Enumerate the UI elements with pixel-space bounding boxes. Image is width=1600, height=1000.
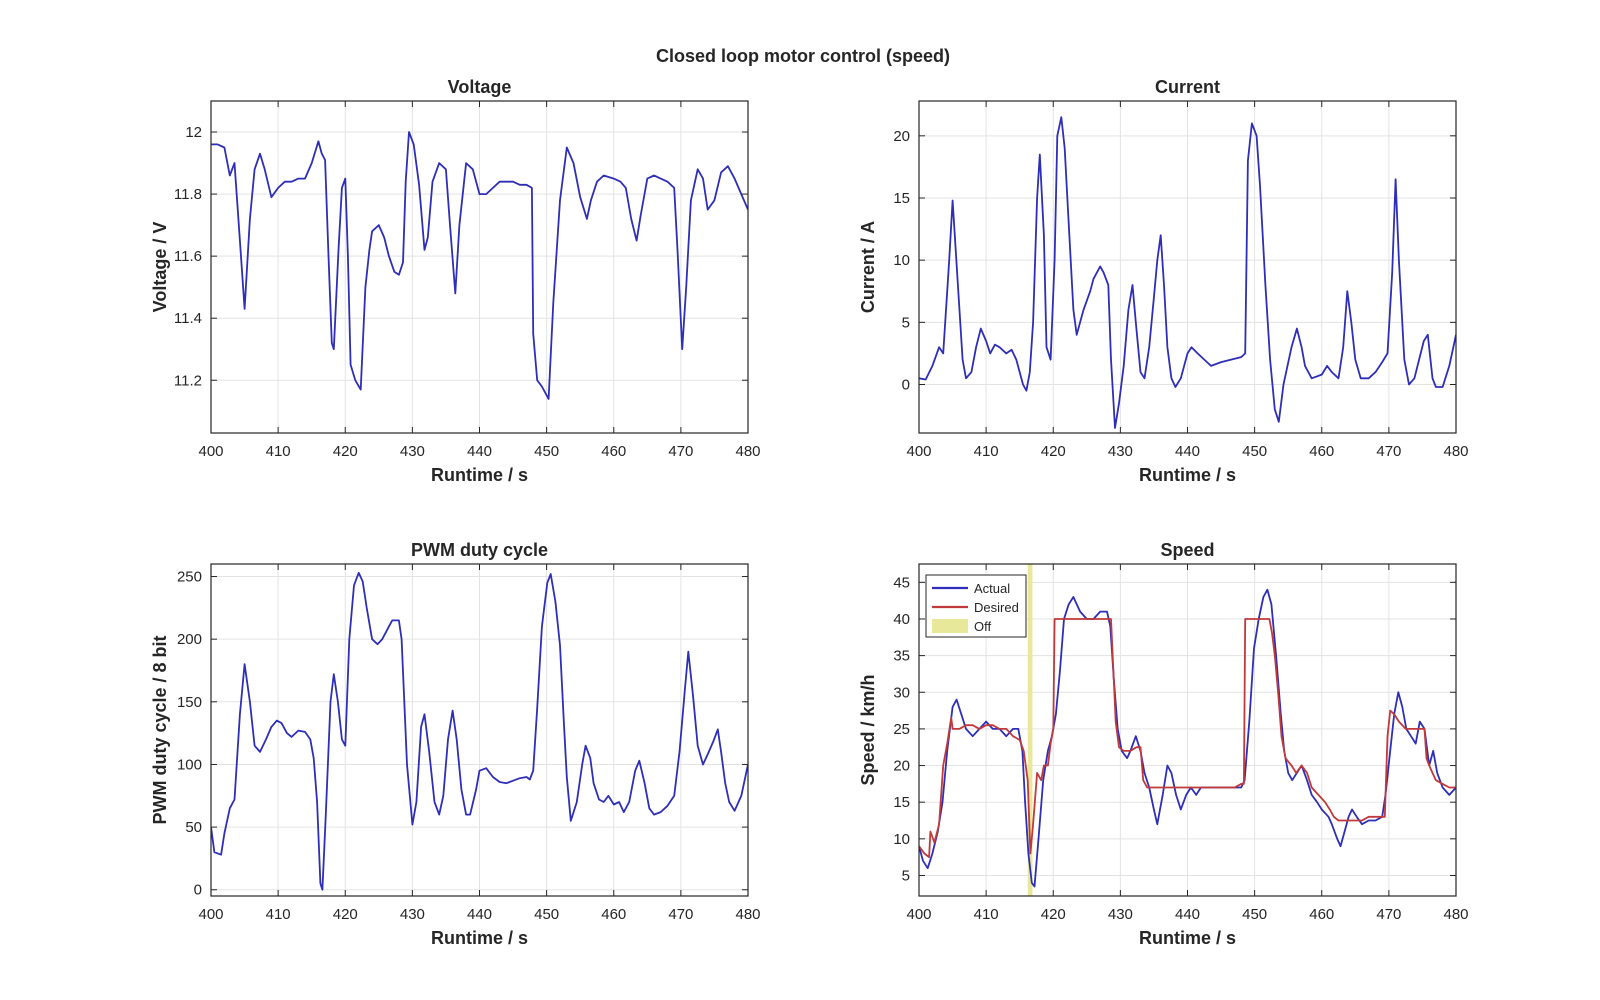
- x-tick-label: 470: [1376, 443, 1401, 460]
- y-axis-title: Current / A: [858, 221, 878, 313]
- y-tick-label: 30: [893, 684, 910, 701]
- y-axis-title: PWM duty cycle / 8 bit: [150, 635, 170, 824]
- y-axis-title: Voltage / V: [150, 222, 170, 313]
- plot-content: [211, 571, 748, 891]
- x-tick-label: 410: [974, 906, 999, 923]
- x-tick-label: 460: [1309, 443, 1334, 460]
- x-tick-label: 430: [1108, 906, 1133, 923]
- x-tick-label: 430: [400, 906, 425, 923]
- y-tick-label: 20: [893, 758, 910, 775]
- y-tick-label: 12: [185, 124, 202, 141]
- y-axis-title: Speed / km/h: [858, 674, 878, 785]
- y-tick-label: 15: [893, 794, 910, 811]
- legend: Actual Desired Off: [925, 574, 1027, 638]
- x-tick-label: 450: [1242, 906, 1267, 923]
- x-axis-title: Runtime / s: [1139, 928, 1236, 948]
- x-tick-label: 460: [601, 443, 626, 460]
- legend-label-actual: Actual: [974, 581, 1010, 596]
- x-tick-label: 450: [534, 906, 559, 923]
- y-tick-label: 10: [893, 252, 910, 269]
- x-tick-label: 480: [735, 443, 760, 460]
- x-tick-label: 420: [333, 906, 358, 923]
- y-tick-label: 45: [893, 574, 910, 591]
- x-tick-label: 480: [1443, 906, 1468, 923]
- y-tick-label: 11.8: [174, 186, 202, 203]
- y-tick-label: 40: [893, 611, 910, 628]
- y-tick-label: 0: [194, 882, 202, 899]
- axes-current: 400 410 420 430 440 450 460 470 480 0 5 10 15 20 Curre…: [858, 77, 1469, 485]
- legend-swatch-off: [932, 619, 968, 633]
- x-tick-label: 470: [1376, 906, 1401, 923]
- x-tick-label: 470: [668, 443, 693, 460]
- axes-title: Voltage: [448, 77, 512, 97]
- x-tick-label: 400: [906, 443, 931, 460]
- series-line: [211, 131, 748, 400]
- y-tick-label: 5: [902, 867, 910, 884]
- x-tick-label: 420: [1041, 443, 1066, 460]
- series-actual-line: [919, 588, 1456, 888]
- y-tick-label: 150: [177, 694, 202, 711]
- y-tick-label: 15: [893, 190, 910, 207]
- x-axis-title: Runtime / s: [1139, 465, 1236, 485]
- x-tick-label: 410: [266, 443, 291, 460]
- x-tick-label: 430: [400, 443, 425, 460]
- x-tick-label: 400: [906, 906, 931, 923]
- off-region: [1027, 564, 1033, 896]
- x-tick-label: 440: [467, 443, 492, 460]
- x-tick-label: 440: [1175, 443, 1200, 460]
- x-tick-label: 480: [735, 906, 760, 923]
- x-tick-label: 450: [534, 443, 559, 460]
- axes-voltage: 400 410 420 430 440 450 460 470 480 11.2 11.4 11.6 1…: [150, 77, 761, 485]
- x-tick-label: 480: [1443, 443, 1468, 460]
- axes-title: Current: [1155, 77, 1220, 97]
- axes-title: PWM duty cycle: [411, 540, 548, 560]
- y-tick-label: 20: [893, 128, 910, 145]
- x-axis-title: Runtime / s: [431, 928, 528, 948]
- x-tick-label: 430: [1108, 443, 1133, 460]
- y-tick-label: 200: [177, 631, 202, 648]
- x-tick-label: 440: [1175, 906, 1200, 923]
- y-tick-label: 5: [902, 314, 910, 331]
- y-tick-label: 11.4: [174, 310, 202, 327]
- axes-pwm: 400 410 420 430 440 450 460 470 480 0 50 100 150 200 2…: [150, 540, 761, 948]
- x-tick-label: 420: [1041, 906, 1066, 923]
- x-tick-label: 410: [974, 443, 999, 460]
- y-tick-label: 100: [177, 756, 202, 773]
- axes-speed: 400 410 420 430 440 450 460 470 480 5 10 15 20 25 30 35…: [858, 540, 1469, 948]
- y-tick-label: 11.2: [174, 372, 202, 389]
- series-line: [211, 571, 748, 891]
- x-tick-label: 440: [467, 906, 492, 923]
- x-tick-label: 460: [601, 906, 626, 923]
- x-axis-title: Runtime / s: [431, 465, 528, 485]
- plot-content: [919, 116, 1456, 429]
- y-tick-label: 250: [177, 569, 202, 586]
- x-tick-label: 410: [266, 906, 291, 923]
- legend-label-off: Off: [974, 619, 991, 634]
- x-tick-label: 450: [1242, 443, 1267, 460]
- y-tick-label: 11.6: [174, 248, 202, 265]
- series-line: [919, 116, 1456, 429]
- x-tick-label: 400: [198, 906, 223, 923]
- y-tick-label: 10: [893, 831, 910, 848]
- y-tick-label: 25: [893, 721, 910, 738]
- figure-title: Closed loop motor control (speed): [656, 46, 950, 66]
- x-tick-label: 420: [333, 443, 358, 460]
- legend-label-desired: Desired: [974, 600, 1019, 615]
- x-tick-label: 460: [1309, 906, 1334, 923]
- y-tick-label: 50: [185, 819, 202, 836]
- series-desired-line: [919, 618, 1456, 859]
- axes-title: Speed: [1160, 540, 1214, 560]
- y-tick-label: 0: [902, 377, 910, 394]
- x-tick-label: 400: [198, 443, 223, 460]
- x-tick-label: 470: [668, 906, 693, 923]
- plot-content: [211, 131, 748, 400]
- y-tick-label: 35: [893, 648, 910, 665]
- axes-layer: 400 410 420 430 440 450 460 470 48011.211.411.61…: [150, 77, 1469, 948]
- plot-content: [919, 564, 1456, 896]
